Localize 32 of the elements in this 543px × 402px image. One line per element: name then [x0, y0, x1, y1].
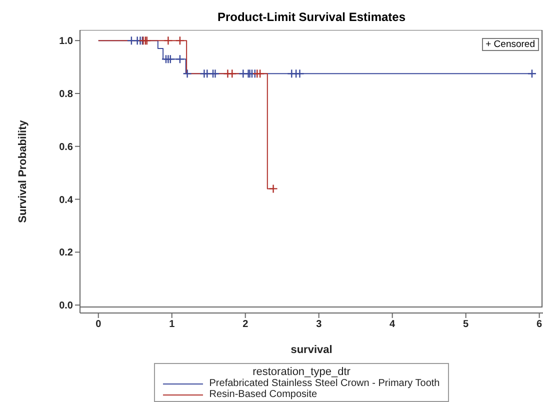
point: [255, 69, 265, 78]
y-tick-label: 0.2: [59, 248, 74, 259]
point: [126, 36, 136, 46]
point: [210, 69, 220, 78]
chart-title: Product-Limit Survival Estimates: [216, 10, 407, 24]
x-tick-label: 3: [316, 319, 322, 330]
x-tick-label: 2: [242, 319, 249, 330]
annotation: + Censored: [482, 38, 539, 51]
x-axis-title: survival: [290, 344, 332, 356]
point: [228, 69, 237, 78]
point: [527, 69, 537, 78]
y-axis-title: Survival Probability: [16, 119, 29, 223]
x-tick-label: 1: [169, 319, 176, 330]
legend-label: Resin-Based Composite: [209, 389, 318, 400]
y-tick-label: 1.0: [59, 36, 74, 48]
point: [268, 184, 278, 194]
legend-label: Prefabricated Stainless Steel Crown - Primary Tooth: [209, 378, 440, 389]
point: [175, 36, 185, 46]
point: [164, 54, 173, 64]
y-tick-label: 0.6: [59, 142, 74, 153]
point: [164, 36, 173, 46]
x-tick-label: 4: [390, 319, 396, 330]
point: [175, 54, 185, 64]
y-tick-label: 0.8: [59, 89, 74, 100]
point: [182, 69, 192, 78]
x-tick-label: 5: [463, 319, 470, 330]
legend-title: restoration_type_dtr: [252, 366, 352, 378]
y-tick-label: 0.0: [59, 300, 74, 312]
point: [202, 69, 212, 78]
x-tick-label: 6: [536, 319, 543, 330]
y-tick-label: 0.4: [59, 194, 74, 206]
x-tick-label: 0: [96, 319, 102, 330]
